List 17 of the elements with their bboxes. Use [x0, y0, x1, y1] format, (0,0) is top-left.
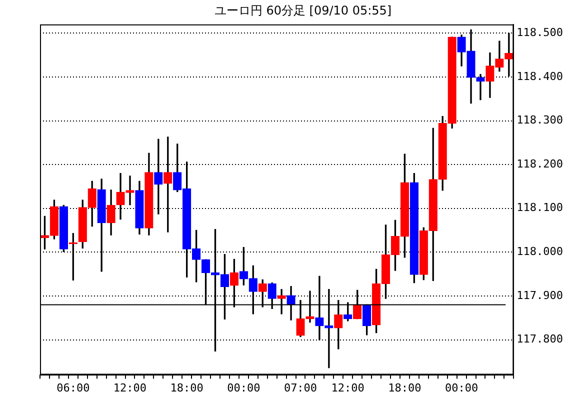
y-tick-label: 118.200 [516, 157, 563, 170]
y-tick-label: 118.400 [516, 70, 563, 83]
x-tick-label: 00:00 [444, 381, 478, 394]
chart-title: ユーロ円 60分足 [09/10 05:55] [214, 3, 392, 18]
y-tick-label: 118.300 [516, 114, 563, 127]
x-tick-label: 12:00 [331, 381, 364, 394]
x-tick-label: 00:00 [227, 381, 260, 394]
y-tick-label: 118.000 [516, 245, 563, 258]
y-tick-label: 117.800 [516, 332, 563, 346]
y-tick-label: 118.100 [516, 201, 563, 214]
x-tick-label: 07:00 [284, 381, 318, 394]
y-tick-label: 118.500 [516, 26, 563, 40]
x-tick-label: 12:00 [113, 381, 147, 394]
y-tick-label: 117.900 [516, 288, 563, 302]
x-tick-label: 18:00 [170, 381, 204, 394]
x-tick-label: 18:00 [388, 381, 422, 394]
x-tick-label: 06:00 [56, 381, 90, 394]
